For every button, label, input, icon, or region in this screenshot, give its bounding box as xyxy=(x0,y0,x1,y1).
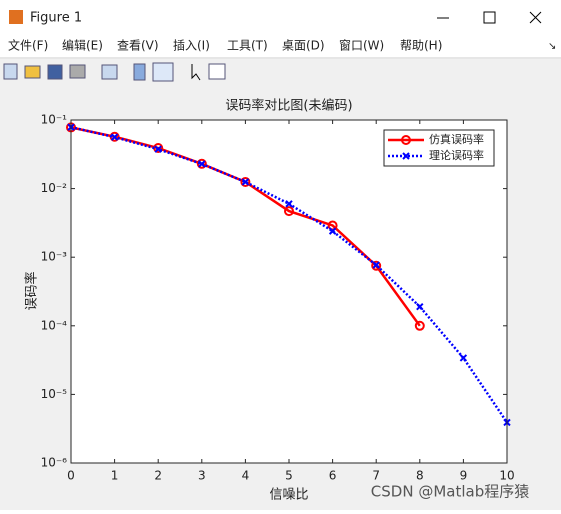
marker xyxy=(416,302,424,311)
marker xyxy=(198,160,206,168)
legend-box xyxy=(383,129,495,167)
x-tick-label: 0 xyxy=(67,469,75,483)
legend-marker xyxy=(402,152,410,160)
y-axis-label: 误码率 xyxy=(24,271,40,310)
menu-item[interactable]: 帮助(H) xyxy=(400,39,442,53)
y-tick-label: 10⁻³ xyxy=(41,250,68,264)
y-tick-label: 10⁻⁵ xyxy=(41,387,68,401)
maximize-button[interactable] xyxy=(483,11,496,24)
legend-label: 理论误码率 xyxy=(429,148,484,162)
marker xyxy=(241,178,250,186)
menu-item[interactable]: 桌面(D) xyxy=(282,39,325,53)
y-tick-label: 10⁻⁶ xyxy=(41,456,68,470)
marker xyxy=(414,320,425,331)
plot-area xyxy=(71,120,507,463)
menu-item[interactable]: 文件(F) xyxy=(8,38,48,53)
marker xyxy=(328,227,337,235)
x-tick-label: 6 xyxy=(329,469,337,483)
x-tick-label: 4 xyxy=(242,469,250,483)
window-title: Figure 1 xyxy=(30,11,82,26)
marker xyxy=(372,261,380,269)
tool-new[interactable] xyxy=(3,63,18,80)
x-tick-label: 3 xyxy=(198,469,206,483)
axes-box xyxy=(70,119,508,464)
menu-item[interactable]: 编辑(E) xyxy=(62,38,103,53)
y-tick-label: 10⁻¹ xyxy=(41,113,68,127)
marker xyxy=(110,133,119,141)
tool-open[interactable] xyxy=(24,65,41,79)
menu-item[interactable]: 窗口(W) xyxy=(339,39,384,53)
close-button[interactable] xyxy=(529,11,542,24)
marker xyxy=(459,354,468,362)
menu-bar xyxy=(0,35,561,57)
y-tick-label: 10⁻⁴ xyxy=(41,318,68,332)
tool-colorbar[interactable] xyxy=(133,63,146,81)
x-tick-label: 2 xyxy=(154,469,162,483)
menu-item[interactable]: 工具(T) xyxy=(227,39,268,53)
x-tick-label: 9 xyxy=(460,469,468,483)
y-tick-label: 10⁻² xyxy=(41,181,68,195)
menu-item[interactable]: 查看(V) xyxy=(117,39,159,53)
legend-label: 仿真误码率 xyxy=(429,132,484,146)
title-bar xyxy=(0,0,561,35)
x-axis-label: 信噪比 xyxy=(269,488,308,503)
marker xyxy=(371,260,382,271)
marker xyxy=(154,145,162,153)
tool-print[interactable] xyxy=(69,64,86,79)
x-tick-label: 10 xyxy=(499,469,514,483)
menu-arrow: ↘ xyxy=(548,41,556,52)
tool-pointer[interactable] xyxy=(191,64,201,81)
series-line xyxy=(70,125,509,424)
tool-save[interactable] xyxy=(47,64,63,80)
menu-item[interactable]: 插入(I) xyxy=(173,39,210,53)
watermark: CSDN @Matlab程序猿 xyxy=(371,483,529,501)
marker xyxy=(240,176,251,187)
tool-legend[interactable] xyxy=(152,62,174,82)
tool-property[interactable] xyxy=(208,63,226,80)
x-tick-label: 7 xyxy=(372,469,380,483)
app-icon xyxy=(9,10,23,24)
x-tick-label: 5 xyxy=(285,469,293,483)
chart-title: 误码率对比图(未编码) xyxy=(225,98,352,114)
legend-marker xyxy=(401,135,411,145)
tool-link[interactable] xyxy=(101,64,118,80)
x-tick-label: 1 xyxy=(111,469,119,483)
marker xyxy=(327,220,338,231)
toolbar xyxy=(3,62,226,82)
x-tick-label: 8 xyxy=(416,469,424,483)
marker xyxy=(284,206,294,217)
marker xyxy=(285,200,293,208)
